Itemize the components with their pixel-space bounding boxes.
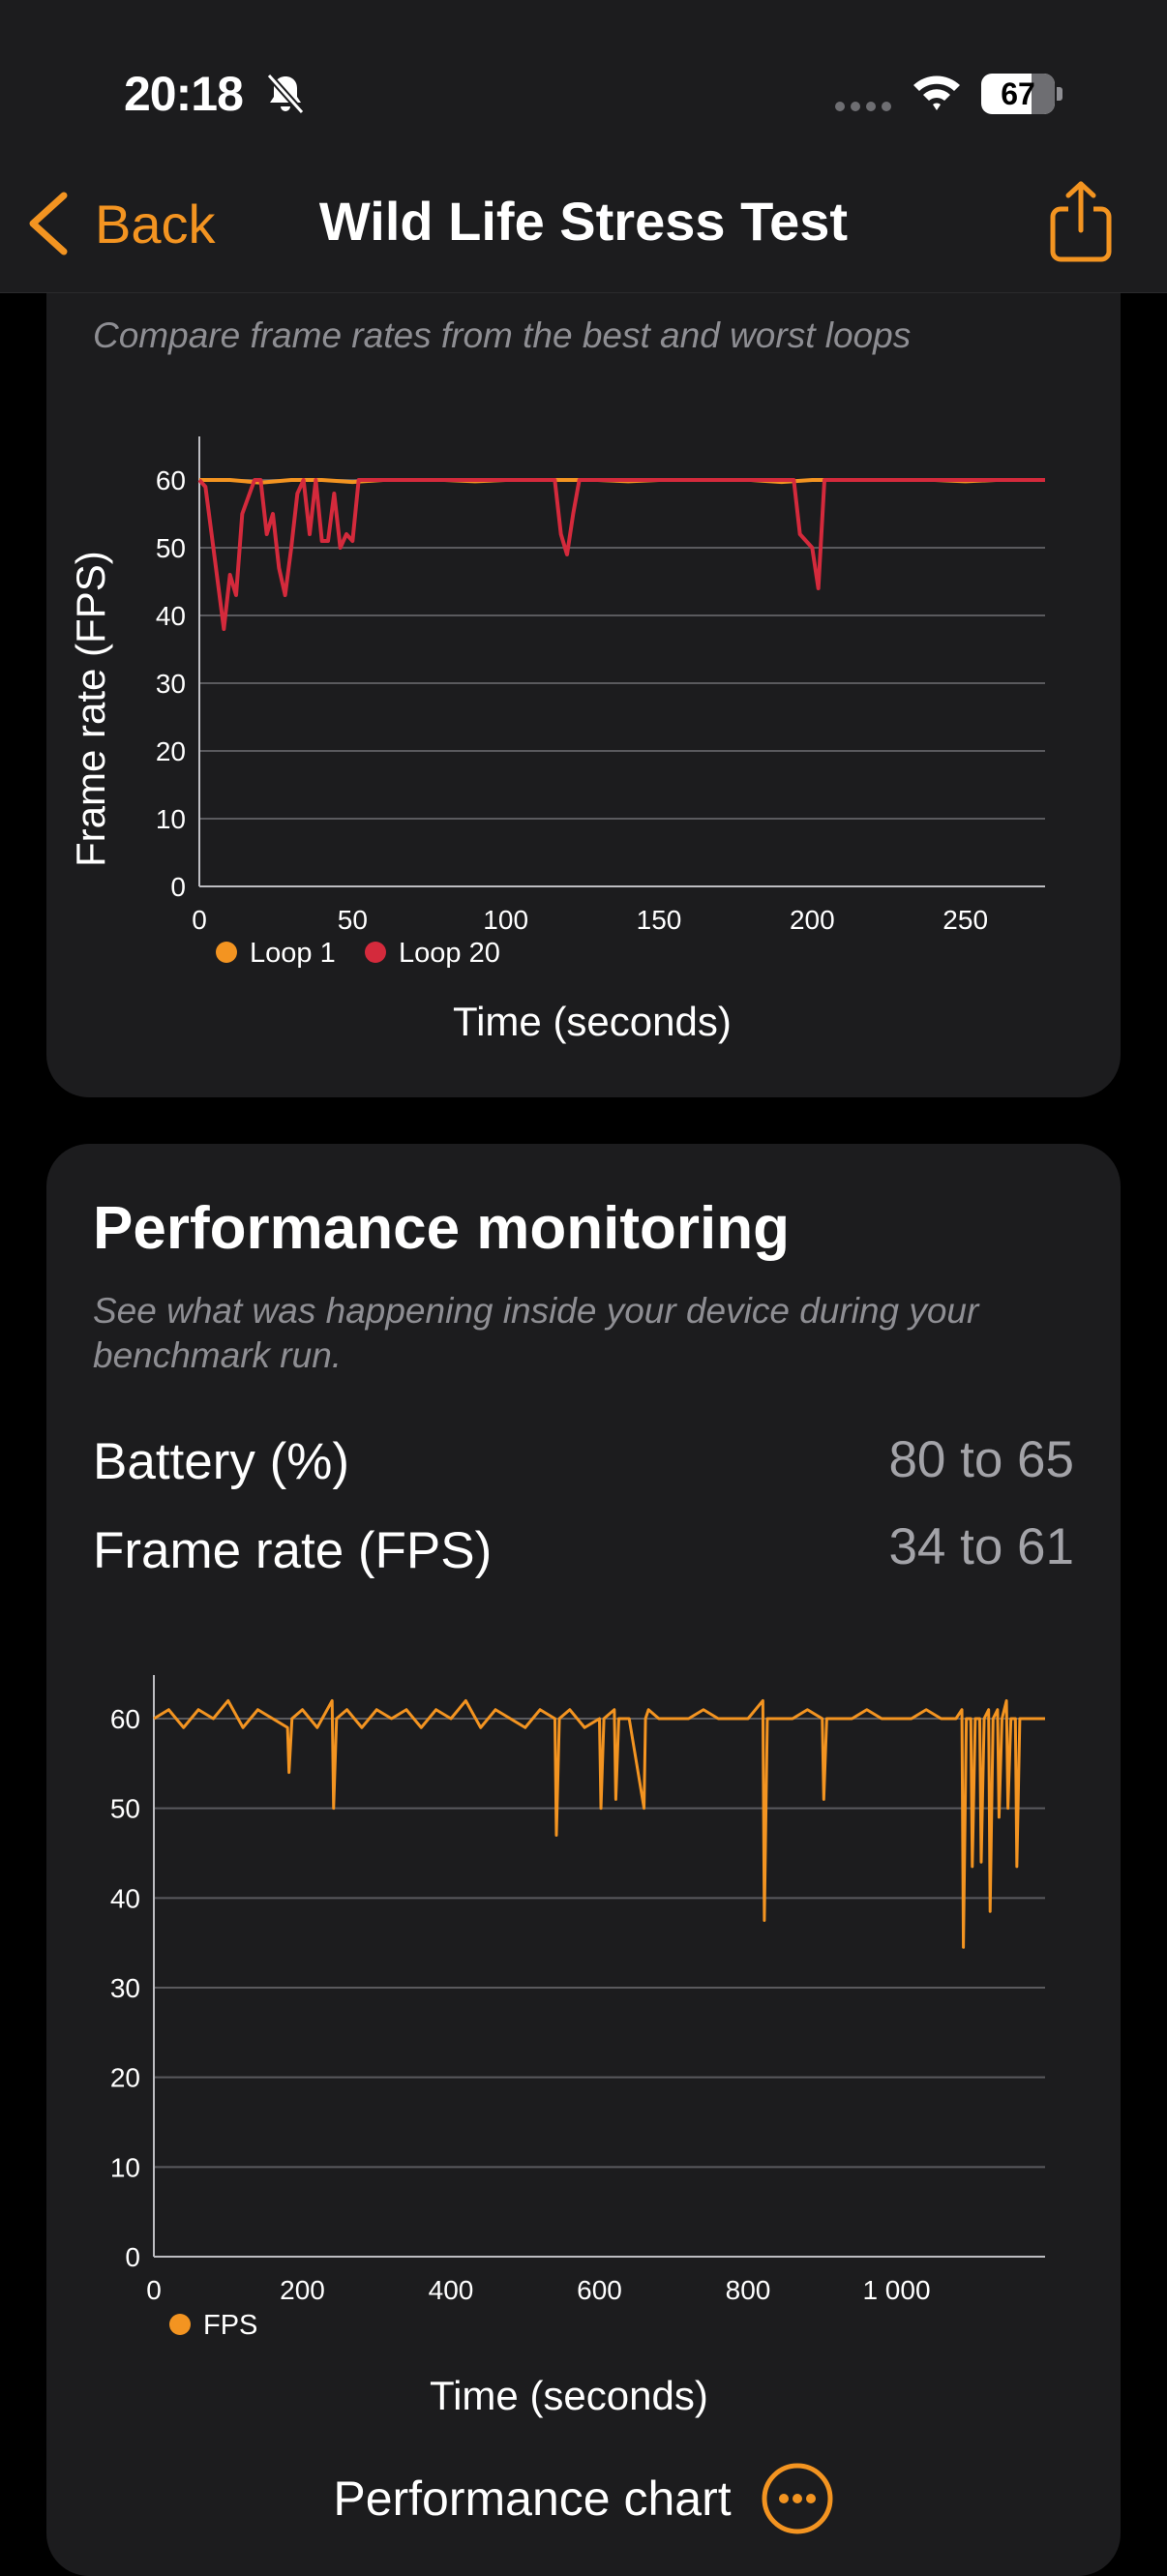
y-tick-label: 60 <box>156 465 186 495</box>
y-tick-label: 0 <box>125 2242 140 2272</box>
x-tick-label: 200 <box>280 2275 325 2305</box>
signal-dots-icon <box>835 102 891 111</box>
x-tick-label: 600 <box>577 2275 622 2305</box>
y-tick-label: 60 <box>110 1704 140 1734</box>
x-tick-label: 1 000 <box>862 2275 930 2305</box>
y-tick-label: 30 <box>156 669 186 699</box>
performance-chart-label: Performance chart <box>333 2471 732 2526</box>
y-tick-label: 10 <box>110 2152 140 2182</box>
legend-marker <box>216 942 237 963</box>
loop-frame-rate-chart: 0 10 20 30 40 50 60 0 50 100 150 200 250 Loop 1 Loop 2… <box>156 436 1045 969</box>
y-tick-label: 40 <box>156 601 186 631</box>
y-tick-label: 20 <box>110 2063 140 2093</box>
y-tick-label: 0 <box>170 872 186 902</box>
y-tick-label: 30 <box>110 1973 140 2003</box>
chart1-x-axis-title: Time (seconds) <box>453 999 732 1044</box>
chart1-y-axis-title: Frame rate (FPS) <box>68 551 113 867</box>
share-icon[interactable] <box>1049 180 1113 263</box>
y-tick-label: 40 <box>110 1883 140 1913</box>
back-button[interactable]: Back <box>25 190 216 257</box>
x-tick-label: 0 <box>192 905 207 935</box>
x-tick-label: 100 <box>483 905 528 935</box>
status-time: 20:18 <box>124 67 244 121</box>
more-options-icon[interactable] <box>761 2462 834 2535</box>
battery-stat-label: Battery (%) <box>93 1433 350 1490</box>
battery-level: 67 <box>1001 75 1035 111</box>
battery-stat-value: 80 to 65 <box>888 1431 1074 1488</box>
chevron-left-icon <box>29 192 68 255</box>
x-tick-label: 250 <box>943 905 988 935</box>
x-tick-label: 150 <box>637 905 682 935</box>
x-tick-label: 0 <box>146 2275 162 2305</box>
legend-label: Loop 20 <box>399 938 500 969</box>
fps-stat-value: 34 to 61 <box>888 1518 1074 1575</box>
y-tick-label: 50 <box>110 1794 140 1824</box>
x-tick-label: 200 <box>790 905 835 935</box>
legend-label: Loop 1 <box>250 938 336 969</box>
fps-stat-label: Frame rate (FPS) <box>93 1522 493 1579</box>
x-tick-label: 800 <box>726 2275 771 2305</box>
series-line-loop-20 <box>197 478 1045 631</box>
legend-marker <box>365 942 386 963</box>
performance-monitoring-card: Performance monitoring See what was happ… <box>46 1144 1121 2576</box>
back-label: Back <box>95 193 216 255</box>
loop-comparison-subtitle: Compare frame rates from the best and wo… <box>93 315 912 355</box>
performance-chart-link[interactable]: Performance chart <box>46 2462 1121 2535</box>
loop-comparison-card: Compare frame rates from the best and wo… <box>46 252 1121 1097</box>
bell-slash-icon <box>266 73 305 115</box>
x-tick-label: 50 <box>338 905 368 935</box>
legend-label: FPS <box>203 2310 257 2341</box>
navigation-bar: 20:18 67 Back Wild Life Stress Test <box>0 0 1167 293</box>
legend-marker <box>169 2314 191 2335</box>
performance-subtitle: See what was happening inside your devic… <box>93 1291 979 1375</box>
y-tick-label: 50 <box>156 533 186 563</box>
y-tick-label: 20 <box>156 736 186 766</box>
chart2-x-axis-title: Time (seconds) <box>430 2373 708 2418</box>
y-tick-label: 10 <box>156 804 186 834</box>
battery-indicator: 67 <box>981 74 1062 114</box>
wifi-icon <box>913 75 960 110</box>
performance-title: Performance monitoring <box>93 1195 790 1262</box>
series-line-fps <box>153 1698 1045 1949</box>
x-tick-label: 400 <box>429 2275 474 2305</box>
